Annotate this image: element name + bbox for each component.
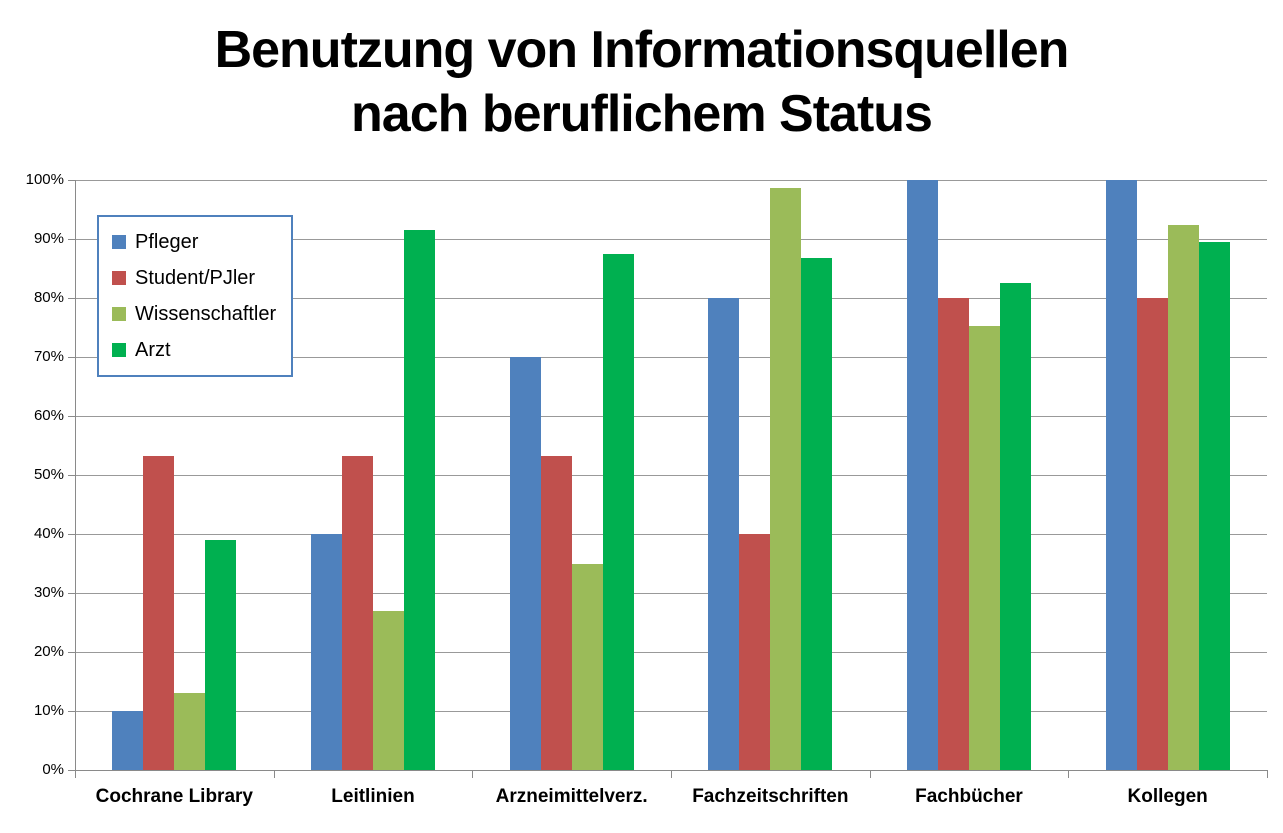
gridline-10	[75, 711, 1267, 712]
x-tick-mark	[869, 770, 871, 778]
legend-label: Student/PJler	[135, 267, 256, 289]
y-tick-mark	[68, 416, 75, 417]
bar-wissenschaftler-1	[373, 610, 404, 770]
gridline-20	[75, 652, 1267, 653]
legend-swatch-icon	[112, 235, 126, 249]
y-axis-label: 40%	[33, 525, 64, 542]
y-axis-label: 80%	[33, 289, 64, 306]
legend: Pfleger Student/PJler Wissenschaftler Arzt	[97, 215, 293, 377]
bar-arzt-4	[1000, 283, 1031, 770]
y-axis-label: 60%	[33, 407, 64, 424]
legend-item-arzt: Arzt	[112, 339, 291, 361]
y-tick-mark	[68, 239, 75, 240]
y-tick-mark	[68, 475, 75, 476]
chart-title: Benutzung von Informationsquellen nach b…	[0, 18, 1283, 146]
y-tick-mark	[68, 652, 75, 653]
category-label-3: Fachzeitschriften	[692, 786, 849, 807]
x-tick-mark	[1068, 770, 1070, 778]
y-axis	[75, 180, 76, 778]
bar-student-pjler-2	[540, 455, 572, 770]
bar-student-pjler-5	[1136, 298, 1168, 770]
bar-wissenschaftler-3	[770, 187, 802, 770]
y-tick-mark	[68, 357, 75, 358]
bar-student-pjler-1	[342, 455, 373, 770]
bar-arzt-0	[205, 539, 237, 770]
legend-item-pfleger: Pfleger	[112, 231, 291, 253]
legend-item-wissenschaftler: Wissenschaftler	[112, 303, 291, 325]
y-tick-mark	[68, 593, 75, 594]
bar-wissenschaftler-0	[174, 693, 206, 770]
category-label-0: Cochrane Library	[95, 786, 253, 807]
x-tick-mark	[75, 770, 76, 778]
bar-pfleger-2	[509, 357, 541, 770]
y-axis-label: 70%	[33, 348, 64, 365]
gridline-80	[75, 298, 1267, 299]
gridline-60	[75, 416, 1267, 417]
bar-wissenschaftler-5	[1167, 225, 1199, 770]
bar-pfleger-1	[311, 534, 342, 770]
y-axis-label: 10%	[33, 702, 64, 719]
category-label-4: Fachbücher	[915, 786, 1023, 807]
y-axis-label: 90%	[33, 230, 64, 247]
x-tick-mark	[671, 770, 672, 778]
y-axis-label: 100%	[25, 171, 64, 188]
chart-title-line1: Benutzung von Informationsquellen	[214, 21, 1070, 79]
bar-pfleger-3	[708, 298, 740, 770]
gridline-30	[75, 593, 1267, 594]
bar-arzt-5	[1198, 241, 1230, 770]
y-tick-mark	[68, 534, 75, 535]
plot-area	[75, 180, 1267, 770]
y-tick-mark	[68, 180, 75, 181]
y-tick-mark	[68, 711, 75, 712]
legend-label: Pfleger	[135, 231, 199, 253]
y-axis-label: 20%	[33, 643, 64, 660]
bar-student-pjler-3	[739, 534, 771, 770]
bar-pfleger-4	[907, 180, 938, 770]
legend-item-student-pjler: Student/PJler	[112, 267, 291, 289]
gridline-90	[75, 239, 1267, 240]
chart-title-line2: nach beruflichem Status	[351, 85, 933, 143]
y-tick-mark	[68, 298, 75, 299]
category-label-2: Arzneimittelverz.	[495, 786, 648, 807]
legend-swatch-icon	[112, 271, 126, 285]
gridline-50	[75, 475, 1267, 476]
category-label-1: Leitlinien	[331, 786, 415, 807]
x-tick-mark	[1267, 770, 1268, 778]
bar-pfleger-5	[1105, 180, 1137, 770]
x-tick-mark	[472, 770, 474, 778]
bar-student-pjler-4	[938, 298, 969, 770]
bar-arzt-1	[404, 230, 435, 770]
y-axis-label: 0%	[42, 761, 64, 778]
bar-student-pjler-0	[143, 455, 175, 770]
gridline-70	[75, 357, 1267, 358]
y-tick-mark	[68, 770, 75, 771]
gridline-40	[75, 534, 1267, 535]
bar-wissenschaftler-2	[571, 563, 603, 770]
y-axis-label: 30%	[33, 584, 64, 601]
legend-swatch-icon	[112, 343, 126, 357]
gridline-100	[75, 180, 1267, 181]
legend-label: Arzt	[135, 339, 171, 361]
bar-pfleger-0	[112, 711, 144, 770]
legend-swatch-icon	[112, 307, 126, 321]
bar-wissenschaftler-4	[969, 325, 1000, 770]
bar-arzt-2	[602, 253, 634, 770]
legend-label: Wissenschaftler	[135, 303, 277, 325]
y-axis-label: 50%	[33, 466, 64, 483]
category-label-5: Kollegen	[1127, 786, 1208, 807]
bar-arzt-3	[801, 258, 833, 770]
x-tick-mark	[273, 770, 275, 778]
